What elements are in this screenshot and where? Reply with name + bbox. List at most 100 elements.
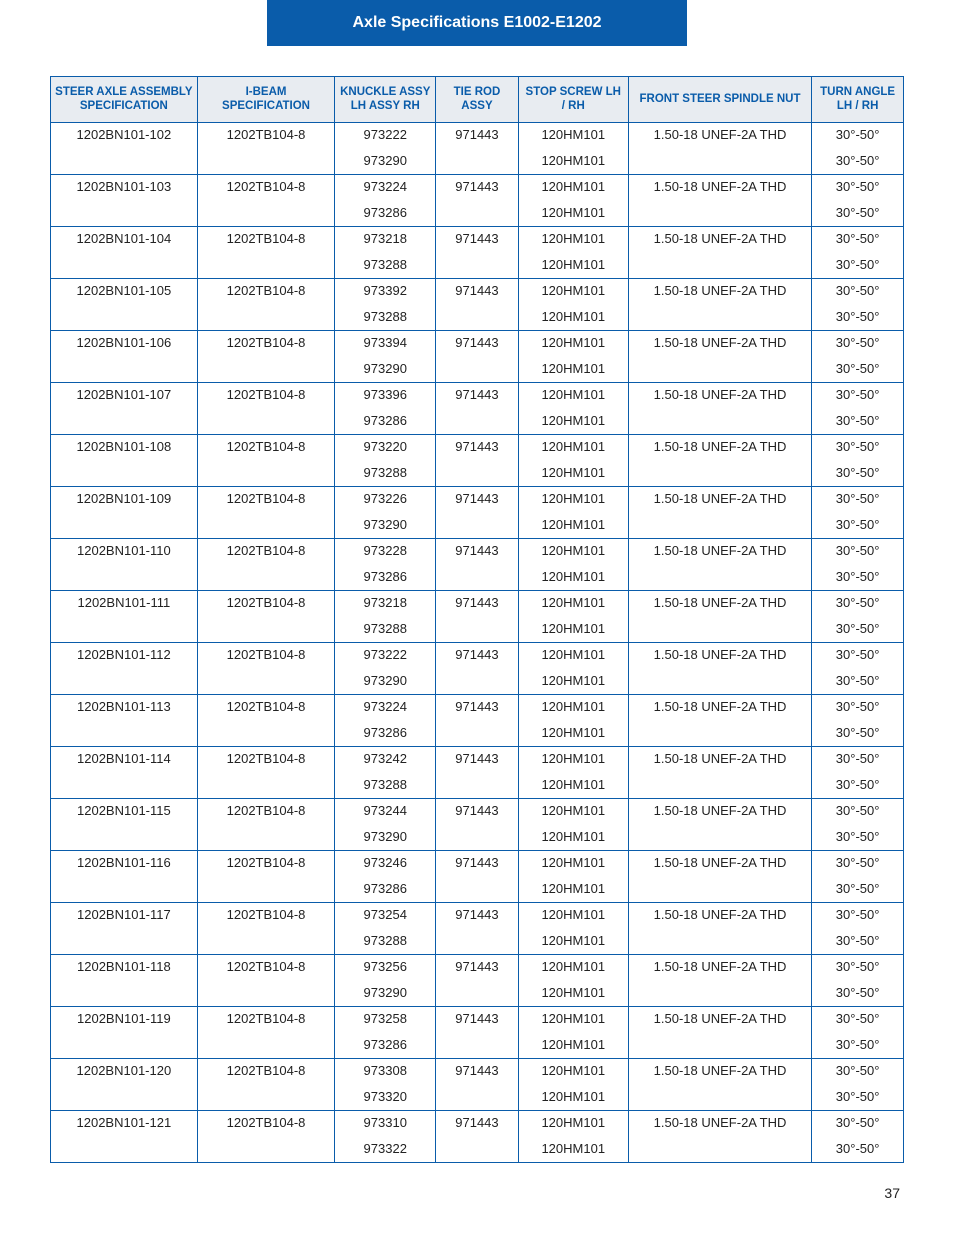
cell-knuckle-rh: 973322 (335, 1136, 436, 1162)
cell-angle-lh: 30°-50° (812, 1058, 904, 1084)
cell-ibeam: 1202TB104-8 (197, 226, 335, 252)
cell-angle-rh: 30°-50° (812, 408, 904, 434)
cell-angle-rh: 30°-50° (812, 1032, 904, 1058)
cell-stop-rh: 120HM101 (518, 876, 628, 902)
cell-angle-lh: 30°-50° (812, 330, 904, 356)
cell-angle-rh: 30°-50° (812, 824, 904, 850)
cell-ibeam: 1202TB104-8 (197, 434, 335, 460)
cell-ibeam: 1202TB104-8 (197, 902, 335, 928)
table-row: 973322120HM10130°-50° (51, 1136, 904, 1162)
table-row: 973290120HM10130°-50° (51, 668, 904, 694)
table-row: 1202BN101-1121202TB104-8973222971443120H… (51, 642, 904, 668)
cell-angle-lh: 30°-50° (812, 382, 904, 408)
cell-stop-rh: 120HM101 (518, 512, 628, 538)
cell-empty (51, 200, 198, 226)
cell-stop-lh: 120HM101 (518, 642, 628, 668)
cell-knuckle-rh: 973286 (335, 408, 436, 434)
cell-assy: 1202BN101-118 (51, 954, 198, 980)
table-row: 973286120HM10130°-50° (51, 876, 904, 902)
cell-stop-lh: 120HM101 (518, 746, 628, 772)
col-tierod: TIE ROD ASSY (436, 77, 519, 123)
spec-table: STEER AXLE ASSEMBLY SPECIFICATION I-BEAM… (50, 76, 904, 1163)
table-row: 1202BN101-1071202TB104-8973396971443120H… (51, 382, 904, 408)
cell-tierod: 971443 (436, 1110, 519, 1136)
cell-angle-lh: 30°-50° (812, 1006, 904, 1032)
table-row: 1202BN101-1171202TB104-8973254971443120H… (51, 902, 904, 928)
cell-empty (436, 512, 519, 538)
cell-empty (436, 564, 519, 590)
cell-stop-lh: 120HM101 (518, 174, 628, 200)
cell-knuckle-lh: 973392 (335, 278, 436, 304)
cell-empty (436, 1032, 519, 1058)
table-row: 1202BN101-1031202TB104-8973224971443120H… (51, 174, 904, 200)
cell-stop-rh: 120HM101 (518, 980, 628, 1006)
cell-nut: 1.50-18 UNEF-2A THD (628, 798, 811, 824)
cell-empty (51, 928, 198, 954)
table-row: 973288120HM10130°-50° (51, 304, 904, 330)
cell-knuckle-lh: 973258 (335, 1006, 436, 1032)
cell-angle-rh: 30°-50° (812, 876, 904, 902)
col-ibeam: I-BEAM SPECIFICATION (197, 77, 335, 123)
table-row: 1202BN101-1161202TB104-8973246971443120H… (51, 850, 904, 876)
cell-empty (628, 512, 811, 538)
cell-knuckle-lh: 973242 (335, 746, 436, 772)
cell-empty (197, 1032, 335, 1058)
table-header: STEER AXLE ASSEMBLY SPECIFICATION I-BEAM… (51, 77, 904, 123)
table-row: 1202BN101-1201202TB104-8973308971443120H… (51, 1058, 904, 1084)
table-row: 973290120HM10130°-50° (51, 512, 904, 538)
cell-knuckle-rh: 973290 (335, 148, 436, 174)
cell-angle-lh: 30°-50° (812, 850, 904, 876)
cell-empty (436, 304, 519, 330)
page-number: 37 (50, 1185, 904, 1201)
cell-empty (628, 304, 811, 330)
cell-nut: 1.50-18 UNEF-2A THD (628, 694, 811, 720)
cell-knuckle-rh: 973288 (335, 928, 436, 954)
cell-stop-lh: 120HM101 (518, 1058, 628, 1084)
cell-angle-lh: 30°-50° (812, 226, 904, 252)
table-row: 973288120HM10130°-50° (51, 460, 904, 486)
cell-empty (628, 356, 811, 382)
cell-empty (628, 148, 811, 174)
cell-stop-rh: 120HM101 (518, 1136, 628, 1162)
cell-ibeam: 1202TB104-8 (197, 850, 335, 876)
cell-empty (51, 356, 198, 382)
cell-empty (436, 616, 519, 642)
table-row: 1202BN101-1041202TB104-8973218971443120H… (51, 226, 904, 252)
cell-empty (436, 356, 519, 382)
cell-knuckle-lh: 973228 (335, 538, 436, 564)
cell-empty (51, 460, 198, 486)
table-row: 973286120HM10130°-50° (51, 564, 904, 590)
cell-empty (436, 252, 519, 278)
cell-assy: 1202BN101-106 (51, 330, 198, 356)
cell-empty (628, 564, 811, 590)
cell-knuckle-rh: 973286 (335, 200, 436, 226)
cell-empty (51, 616, 198, 642)
cell-ibeam: 1202TB104-8 (197, 954, 335, 980)
table-row: 1202BN101-1181202TB104-8973256971443120H… (51, 954, 904, 980)
cell-angle-rh: 30°-50° (812, 148, 904, 174)
cell-tierod: 971443 (436, 382, 519, 408)
cell-stop-lh: 120HM101 (518, 694, 628, 720)
col-knuckle: KNUCKLE ASSY LH ASSY RH (335, 77, 436, 123)
cell-angle-rh: 30°-50° (812, 460, 904, 486)
cell-angle-rh: 30°-50° (812, 616, 904, 642)
cell-tierod: 971443 (436, 746, 519, 772)
table-row: 1202BN101-1151202TB104-8973244971443120H… (51, 798, 904, 824)
table-row: 973288120HM10130°-50° (51, 928, 904, 954)
cell-ibeam: 1202TB104-8 (197, 798, 335, 824)
cell-knuckle-rh: 973290 (335, 668, 436, 694)
cell-stop-rh: 120HM101 (518, 304, 628, 330)
cell-nut: 1.50-18 UNEF-2A THD (628, 590, 811, 616)
table-row: 1202BN101-1111202TB104-8973218971443120H… (51, 590, 904, 616)
cell-nut: 1.50-18 UNEF-2A THD (628, 1058, 811, 1084)
cell-ibeam: 1202TB104-8 (197, 1058, 335, 1084)
cell-empty (197, 876, 335, 902)
cell-assy: 1202BN101-117 (51, 902, 198, 928)
table-row: 973286120HM10130°-50° (51, 720, 904, 746)
cell-knuckle-lh: 973396 (335, 382, 436, 408)
cell-empty (436, 1084, 519, 1110)
cell-empty (197, 304, 335, 330)
cell-angle-lh: 30°-50° (812, 122, 904, 148)
cell-knuckle-rh: 973288 (335, 616, 436, 642)
cell-empty (436, 980, 519, 1006)
